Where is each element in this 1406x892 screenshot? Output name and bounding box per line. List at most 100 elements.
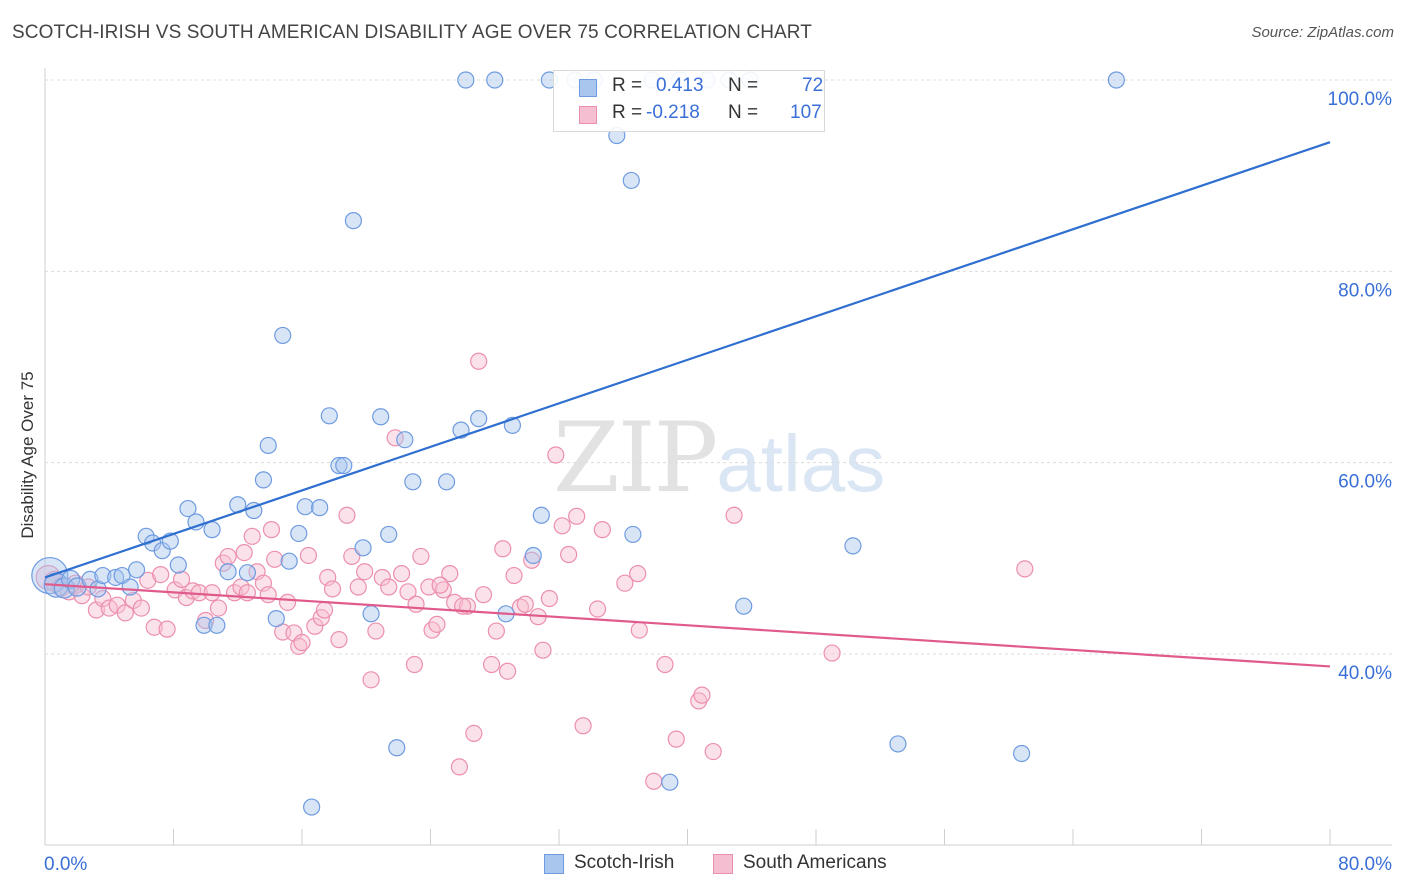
axes [44,68,1392,846]
scotch-irish-point [61,569,81,589]
scotch-irish-swatch [579,79,597,97]
south-americans-point [243,527,261,545]
south-americans-point [704,742,722,761]
south-americans-point [645,772,663,790]
south-americans-point [356,563,374,581]
n-label: N = [728,75,759,96]
south-americans-point [367,622,385,640]
south-americans-point [560,545,578,564]
r-value: 0.413 [656,75,704,96]
scotch-irish-point [280,552,298,570]
scotch-irish-point [208,616,226,634]
south-americans-point [725,506,743,524]
trend-lines [44,141,1331,668]
scotch-irish-point [354,539,372,557]
n-label: N = [728,102,759,123]
south-americans-point [380,578,398,596]
scotch-irish-point [107,568,125,587]
scotch-irish-point [238,564,256,582]
scotch-irish-point [203,521,221,539]
south-americans-point [450,758,469,776]
scotch-irish-point [404,473,422,491]
south-americans-point [693,686,711,704]
scotch-irish-point [169,556,187,574]
south-americans-point [540,589,558,608]
scotch-irish-point [94,566,112,585]
r-value: -0.218 [646,102,700,123]
south-americans-point [293,633,311,652]
south-americans-point [158,620,176,638]
south-americans-point [116,604,134,622]
south-americans-swatch [579,106,597,124]
y-tick-label: 40.0% [1338,663,1392,684]
scotch-irish-point [470,410,488,428]
south-americans-point [487,622,505,640]
south-americans-point [553,517,571,535]
scotch-irish-point [1107,71,1125,89]
south-americans-point [547,446,565,464]
legend-swatch-blue [544,854,564,874]
scotch-irish-trend-line [44,141,1331,579]
y-tick-label: 60.0% [1338,472,1392,493]
scotch-irish-point [372,408,390,426]
south-americans-point [132,599,150,617]
south-americans-point [629,565,647,583]
south-americans-point [330,631,348,649]
legend-label: South Americans [743,852,887,873]
scotch-irish-point [179,499,197,518]
south-americans-point [534,641,552,659]
south-americans-point [630,621,648,639]
watermark-zip: ZIP [553,402,718,514]
south-americans-point [568,507,586,525]
scotch-irish-points [31,71,1125,816]
scotch-irish-point [1012,744,1031,763]
south-americans-point [94,589,112,608]
south-americans-point [667,730,685,748]
scotch-irish-point [457,71,475,89]
south-americans-point [656,655,674,674]
correlation-stats-box: R = 0.413 N = 72 R = -0.218 N = 107 [553,70,825,132]
scotch-irish-point [121,578,139,596]
south-americans-point [172,570,191,588]
x-tick-label: 0.0% [44,854,87,875]
scotch-irish-point [661,773,679,791]
zipatlas-watermark: ZIPatlas [553,402,885,514]
scotch-irish-point [267,610,285,628]
scotch-irish-point [396,431,414,449]
south-americans-point [232,578,250,596]
south-americans-point [323,580,342,598]
scotch-irish-point [844,537,862,555]
south-americans-point [299,546,318,565]
scotch-irish-point [889,735,907,753]
n-value: 107 [790,102,822,123]
scotch-irish-point [296,498,314,516]
south-americans-point [574,717,592,735]
south-americans-point [259,586,277,604]
scotch-irish-point [437,473,456,491]
r-label: R = [612,102,643,123]
scotch-irish-point [344,212,362,230]
y-tick-label: 80.0% [1338,280,1392,301]
south-americans-point [428,615,446,633]
scotch-irish-point [335,456,353,475]
south-americans-point [349,578,367,596]
south-americans-point [516,595,534,613]
n-value: 72 [802,75,824,96]
south-americans-point [392,565,411,583]
scotch-irish-point [532,506,550,524]
scotch-irish-point [380,525,398,544]
south-americans-trend-line [44,583,1331,668]
scotch-irish-point [735,597,753,615]
south-americans-point [235,543,253,562]
scotch-irish-point [195,616,213,634]
south-americans-point [499,662,517,680]
south-americans-point [266,550,284,568]
south-americans-point [441,565,459,583]
r-label: R = [612,75,643,96]
scotch-irish-point [259,436,277,455]
y-axis-title: Disability Age Over 75 [18,371,37,538]
scotch-irish-point [274,326,292,345]
legend-label: Scotch-Irish [574,852,675,873]
south-americans-point [338,506,356,524]
south-americans-point [203,584,221,602]
